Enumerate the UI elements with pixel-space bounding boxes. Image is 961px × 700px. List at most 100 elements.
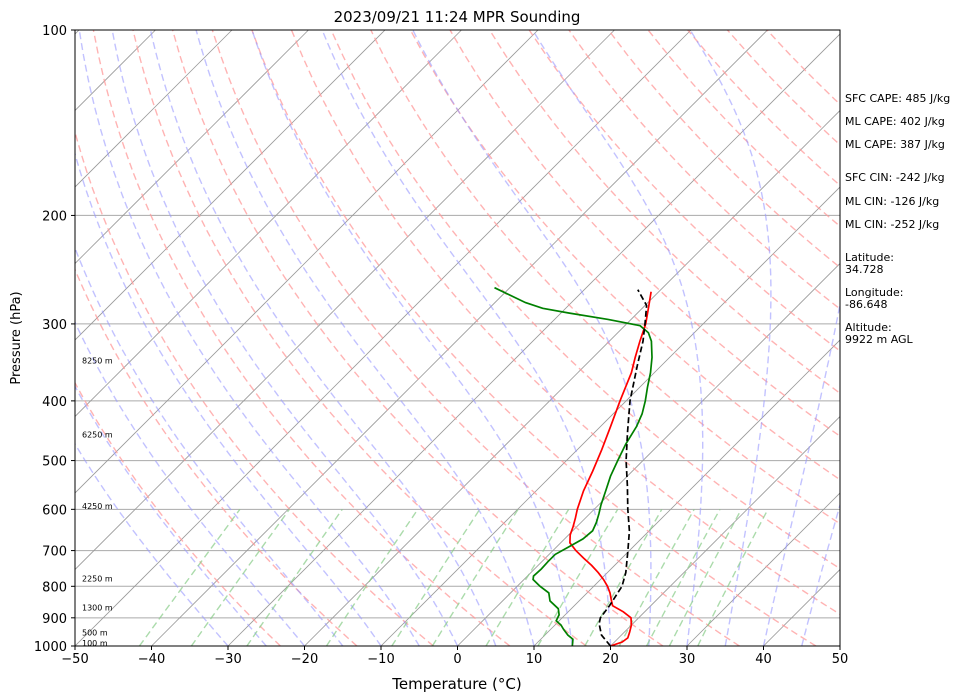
x-tick-label: −40 xyxy=(138,652,165,667)
ml-cin-label: ML CIN: -252 J/kg xyxy=(845,218,940,231)
moist-adiabat-line xyxy=(801,502,840,646)
moist-adiabat-line xyxy=(75,384,267,646)
mixing-ratio-line xyxy=(246,508,343,646)
dry-adiabat-line xyxy=(75,267,358,646)
isotherm-line xyxy=(151,30,768,646)
isotherm-line xyxy=(304,109,840,646)
moist-adiabat-line xyxy=(762,300,840,646)
mixing-ratio-line xyxy=(645,508,721,646)
mixing-ratio-line xyxy=(138,508,241,646)
mixing-ratio-line xyxy=(618,508,695,646)
y-tick-label: 1000 xyxy=(34,640,67,655)
isotherm-line xyxy=(75,30,386,341)
y-tick-label: 200 xyxy=(42,209,67,224)
mixing-ratio-line xyxy=(431,508,519,646)
height-label: 100 m xyxy=(82,639,108,648)
ml-cape-label: ML CAPE: 402 J/kg xyxy=(845,115,945,128)
height-label: 2250 m xyxy=(82,575,113,584)
dry-adiabat-line xyxy=(330,30,840,570)
altitude-label: Altitude: 9922 m AGL xyxy=(845,321,913,346)
mixing-ratio-line xyxy=(697,508,769,646)
x-tick-label: −50 xyxy=(61,652,88,667)
isotherm-line xyxy=(686,492,840,646)
isotherm-line xyxy=(610,415,840,646)
mixing-ratio-line xyxy=(668,508,742,646)
mixing-ratio-line xyxy=(391,508,481,646)
mixing-ratio-line xyxy=(584,508,663,646)
isotherm-line xyxy=(227,33,840,646)
y-tick-label: 700 xyxy=(42,545,67,560)
moist-adiabat-line xyxy=(532,30,704,646)
moist-adiabat-line xyxy=(251,30,573,646)
x-tick-label: −20 xyxy=(291,652,318,667)
mixing-ratio-line xyxy=(537,508,619,646)
isotherm-line xyxy=(75,30,309,265)
x-tick-label: 50 xyxy=(832,652,849,667)
y-tick-label: 900 xyxy=(42,612,67,627)
moist-adiabat-line xyxy=(149,30,497,646)
y-tick-label: 300 xyxy=(42,318,67,333)
moist-adiabat-line xyxy=(195,30,535,646)
plot-frame xyxy=(74,29,841,647)
ml-cin-label: ML CIN: -126 J/kg xyxy=(845,195,940,208)
dry-adiabat-line xyxy=(92,30,511,646)
isotherm-line xyxy=(0,30,3,646)
longitude-label: Longitude: -86.648 xyxy=(845,286,904,311)
ml-cape-label: ML CAPE: 387 J/kg xyxy=(845,138,945,151)
x-tick-label: −30 xyxy=(214,652,241,667)
sfc-cin-label: SFC CIN: -242 J/kg xyxy=(845,171,945,184)
isotherm-line xyxy=(533,339,840,646)
moist-adiabat-line xyxy=(111,30,459,646)
x-tick-label: 20 xyxy=(602,652,619,667)
dry-adiabat-line xyxy=(75,129,434,646)
x-tick-label: 40 xyxy=(755,652,772,667)
y-axis-label: Pressure (hPa) xyxy=(9,291,24,384)
moist-adiabat-line xyxy=(75,320,306,646)
height-label: 1300 m xyxy=(82,604,113,613)
x-tick-label: −10 xyxy=(367,652,394,667)
y-tick-label: 800 xyxy=(42,580,67,595)
moist-adiabat-line xyxy=(75,246,344,646)
isotherm-line xyxy=(75,30,692,646)
x-axis-label: Temperature (°C) xyxy=(391,675,521,693)
moist-adiabat-line xyxy=(78,30,420,646)
height-label: 6250 m xyxy=(82,430,113,439)
isotherm-line xyxy=(75,30,233,188)
mixing-ratio-line xyxy=(190,508,290,646)
moist-adiabat-line xyxy=(75,442,229,646)
dry-adiabat-line xyxy=(409,30,840,481)
height-label: 500 m xyxy=(82,629,108,638)
isotherm-line xyxy=(75,30,615,571)
mixing-ratio-line xyxy=(485,508,570,646)
dry-adiabat-line xyxy=(251,30,817,646)
parcel-path-line xyxy=(598,289,648,646)
y-tick-label: 600 xyxy=(42,503,67,518)
dry-adiabat-line xyxy=(211,30,740,646)
x-tick-label: 30 xyxy=(679,652,696,667)
latitude-label: Latitude: 34.728 xyxy=(845,251,894,276)
isotherm-line xyxy=(75,30,539,494)
y-tick-label: 100 xyxy=(42,24,67,39)
moist-adiabat-line xyxy=(412,30,652,646)
isotherm-line xyxy=(75,30,462,418)
height-label: 8250 m xyxy=(82,356,113,365)
dry-adiabat-line xyxy=(171,30,664,646)
isotherm-line xyxy=(457,262,840,646)
temperature-profile-line xyxy=(569,291,652,646)
moist-adiabat-line xyxy=(75,151,382,646)
chart-title: 2023/09/21 11:24 MPR Sounding xyxy=(334,8,581,26)
height-label: 4250 m xyxy=(82,502,113,511)
moist-adiabat-line xyxy=(689,30,772,646)
dewpoint-profile-line xyxy=(494,286,653,646)
mixing-ratio-line xyxy=(325,508,419,646)
x-tick-label: 0 xyxy=(453,652,461,667)
y-tick-label: 400 xyxy=(42,395,67,410)
y-tick-label: 500 xyxy=(42,455,67,470)
dry-adiabat-line xyxy=(75,381,281,646)
isotherm-line xyxy=(380,186,840,646)
sfc-cape-label: SFC CAPE: 485 J/kg xyxy=(845,92,951,105)
dry-adiabat-line xyxy=(370,30,840,525)
dry-adiabat-line xyxy=(132,30,587,646)
x-tick-label: 10 xyxy=(526,652,543,667)
